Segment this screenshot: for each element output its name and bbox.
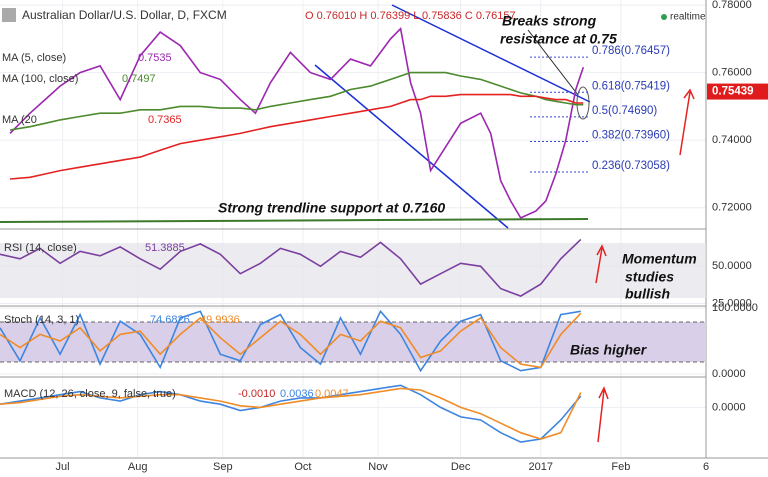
annotation: Bias higher xyxy=(570,342,648,358)
ma-label: MA (20 xyxy=(2,114,37,126)
indicator-value: -0.0010 xyxy=(238,388,275,400)
y-tick-label: 0.0000 xyxy=(712,368,746,380)
indicator-value: 49.9936 xyxy=(200,314,240,326)
ma-value: 0.7535 xyxy=(138,52,172,64)
ma-value: 0.7365 xyxy=(148,114,182,126)
series-line xyxy=(0,387,582,440)
arrow xyxy=(597,386,609,443)
fib-label: 0.618(0.75419) xyxy=(592,80,670,92)
annotation: resistance at 0.75 xyxy=(500,31,617,47)
labels: 0.72000 0.74000 0.76000 0.78000 0.786(0.7645… xyxy=(56,0,768,473)
y-tick-label: 100.0000 xyxy=(712,302,758,314)
indicator-value: 0.0047 xyxy=(315,388,349,400)
series-line xyxy=(0,384,582,443)
ma-value: 0.7497 xyxy=(122,73,156,85)
x-tick-label: Sep xyxy=(213,461,233,473)
plots xyxy=(0,27,590,443)
series-line xyxy=(9,27,585,219)
y-tick-label: 25.0000 xyxy=(712,297,752,309)
y-tick-label: 0.76000 xyxy=(712,67,752,79)
ma-label: MA (5, close) xyxy=(2,52,66,64)
chart-title: Australian Dollar/U.S. Dollar, D, FXCM xyxy=(22,8,227,22)
annotation: studies xyxy=(625,269,674,285)
fib-label: 0.382(0.73960) xyxy=(592,130,670,142)
rsi-band xyxy=(0,243,706,298)
indicator-value: 51.3885 xyxy=(145,242,185,254)
ma-label: MA (100, close) xyxy=(2,73,78,85)
axis-area xyxy=(706,0,768,477)
panel-title: Stoch (14, 3, 1) xyxy=(4,314,79,326)
series-line xyxy=(9,71,584,131)
x-tick-label: Jul xyxy=(56,461,70,473)
price-tag xyxy=(707,83,768,100)
x-tick-label: 6 xyxy=(703,461,709,473)
realtime: realtime xyxy=(670,12,706,23)
panel-title: RSI (14, close) xyxy=(4,242,77,254)
x-tick-label: Nov xyxy=(368,461,388,473)
y-tick-label: 0.72000 xyxy=(712,202,752,214)
series-line xyxy=(0,238,582,297)
y-tick-label: 0.78000 xyxy=(712,0,752,11)
fib-label: 0.236(0.73058) xyxy=(592,160,670,172)
status-dot xyxy=(661,14,667,20)
x-tick-label: Feb xyxy=(611,461,630,473)
trend-line xyxy=(314,64,509,229)
x-tick-label: Dec xyxy=(451,461,471,473)
x-tick-label: Oct xyxy=(294,461,311,473)
arrow xyxy=(527,29,579,96)
indicator-value: 0.0036 xyxy=(280,388,314,400)
series-line xyxy=(0,312,582,369)
arrow xyxy=(679,88,695,156)
series-line xyxy=(9,93,584,180)
annotation: Strong trendline support at 0.7160 xyxy=(218,200,445,216)
fib-label: 0.786(0.76457) xyxy=(592,45,670,57)
trend-line xyxy=(391,4,591,103)
price-tag-label: 0.75439 xyxy=(712,86,754,98)
panel-title: MACD (12, 26, close, 9, false, true) xyxy=(4,388,176,400)
x-tick-label: Aug xyxy=(128,461,148,473)
y-tick-label: 50.0000 xyxy=(712,260,752,272)
fib-label: 0.5(0.74690) xyxy=(592,105,657,117)
annotation: bullish xyxy=(625,286,670,302)
indicator-value: 74.6826 xyxy=(150,314,190,326)
support-line xyxy=(0,218,589,223)
annotation: Breaks strong xyxy=(502,13,597,29)
arrow xyxy=(595,244,607,284)
x-tick-label: 2017 xyxy=(529,461,553,473)
y-tick-label: 0.0000 xyxy=(712,401,746,413)
y-tick-label: 0.74000 xyxy=(712,134,752,146)
annotation: Momentum xyxy=(622,251,697,267)
icon xyxy=(2,8,16,22)
ohlc: O 0.76010 H 0.76399 L 0.75836 C 0.76157 xyxy=(305,10,516,22)
